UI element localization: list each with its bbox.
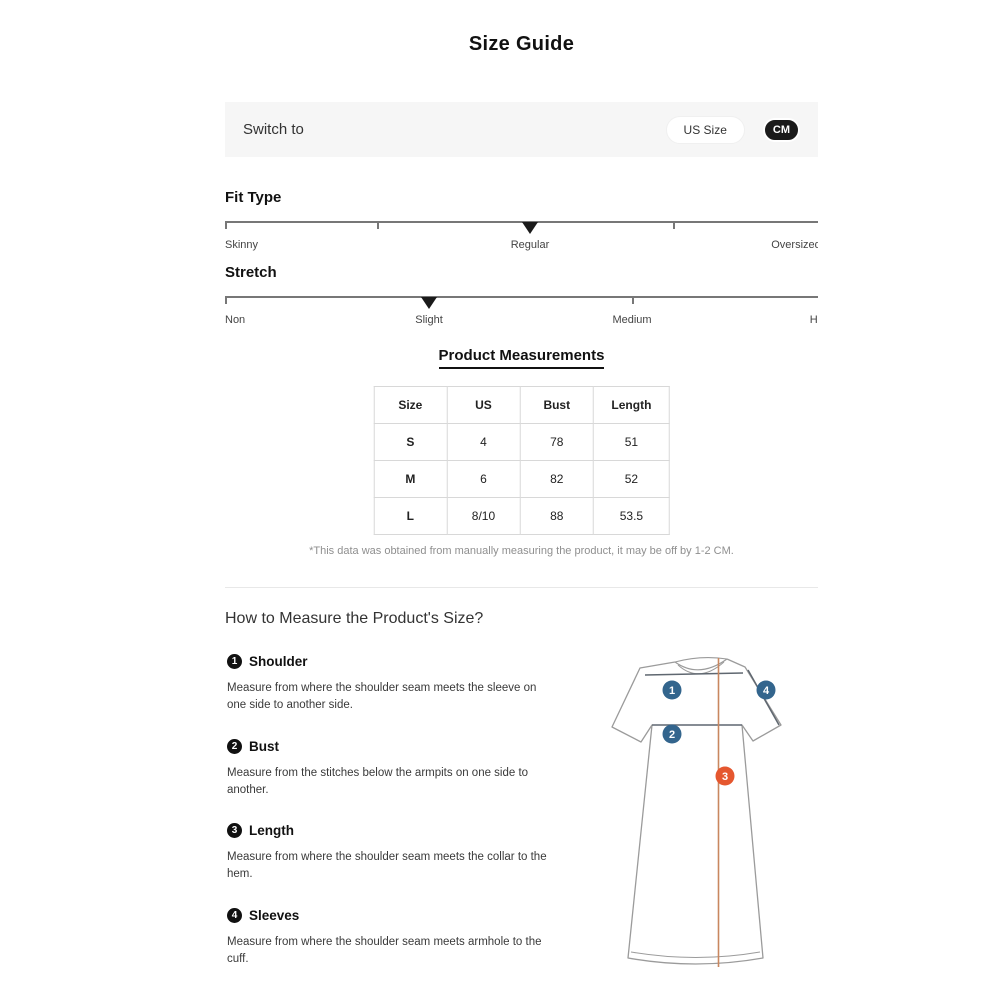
product-measurements-heading-wrap: Product Measurements <box>225 347 818 369</box>
howto-item-length: 3 Length Measure from where the shoulder… <box>227 823 557 884</box>
howto-item-head: 4 Sleeves <box>227 908 557 923</box>
howto-item-head: 1 Shoulder <box>227 654 557 669</box>
cell-size: S <box>373 423 448 461</box>
marker-2-bust-icon: 2 <box>662 724 682 744</box>
switch-to-label: Switch to <box>243 121 304 138</box>
howto-item-sleeves: 4 Sleeves Measure from where the shoulde… <box>227 908 557 969</box>
cell-us: 4 <box>446 423 521 461</box>
table-header-row: Size US Bust Length <box>373 386 670 424</box>
fit-type-tick <box>225 221 227 229</box>
product-measurements-heading: Product Measurements <box>438 347 605 369</box>
fit-type-scale-line <box>225 221 818 223</box>
number-1-badge-icon: 1 <box>227 654 242 669</box>
howto-item-desc: Measure from the stitches below the armp… <box>227 767 529 797</box>
stretch-slider: Non Slight Medium High <box>225 296 818 336</box>
col-header-bust: Bust <box>519 386 595 424</box>
cell-us: 6 <box>446 460 521 498</box>
dress-outline <box>611 658 782 965</box>
stretch-label: Stretch <box>225 264 277 281</box>
cell-bust: 82 <box>519 460 595 498</box>
cell-length: 51 <box>593 423 670 461</box>
table-row: M 6 82 52 <box>373 460 670 498</box>
howto-item-name: Bust <box>249 739 279 754</box>
stretch-tick <box>632 296 634 304</box>
fit-type-tick <box>673 221 675 229</box>
how-to-measure-heading: How to Measure the Product's Size? <box>225 610 484 627</box>
cell-size: M <box>373 460 448 498</box>
cell-length: 53.5 <box>593 497 670 535</box>
cell-bust: 78 <box>519 423 595 461</box>
svg-text:1: 1 <box>669 685 675 697</box>
howto-item-bust: 2 Bust Measure from the stitches below t… <box>227 739 557 800</box>
table-row: S 4 78 51 <box>373 423 670 461</box>
switch-buttons: US Size CM <box>665 115 800 144</box>
cell-length: 52 <box>593 460 670 498</box>
fit-type-slider: Skinny Regular Oversized <box>225 221 818 261</box>
stretch-option-slight: Slight <box>415 314 443 326</box>
unit-switch-bar: Switch to US Size CM <box>225 102 818 157</box>
marker-1-shoulder-icon: 1 <box>662 680 682 700</box>
stretch-option-high: High <box>809 314 818 326</box>
number-2-badge-icon: 2 <box>227 739 242 754</box>
section-divider <box>225 587 818 588</box>
col-header-us: US <box>446 386 521 424</box>
svg-text:2: 2 <box>669 729 675 741</box>
marker-4-sleeves-icon: 4 <box>756 680 776 700</box>
howto-item-desc: Measure from where the shoulder seam mee… <box>227 936 542 966</box>
stretch-selected-marker-icon <box>421 297 437 309</box>
page-title: Size Guide <box>468 33 575 55</box>
measurement-footnote: *This data was obtained from manually me… <box>309 545 734 557</box>
shoulder-measure-line <box>644 672 744 676</box>
stretch-option-medium: Medium <box>612 314 652 326</box>
us-size-button[interactable]: US Size <box>665 115 745 144</box>
fit-type-label: Fit Type <box>225 189 282 206</box>
stretch-tick <box>225 296 227 304</box>
fit-type-option-oversized: Oversized <box>771 239 818 251</box>
stretch-option-non: Non <box>225 314 246 326</box>
back-collar-line <box>674 656 728 663</box>
fit-type-tick <box>377 221 379 229</box>
howto-item-name: Sleeves <box>249 908 300 923</box>
neckline-outer <box>674 658 728 671</box>
hem-stitch-line <box>630 951 761 958</box>
stretch-scale-line <box>225 296 818 298</box>
howto-item-desc: Measure from where the shoulder seam mee… <box>227 682 537 712</box>
cm-unit-button[interactable]: CM <box>762 117 800 142</box>
howto-item-head: 3 Length <box>227 823 557 838</box>
marker-3-length-icon: 3 <box>715 766 735 786</box>
size-guide-content: Size Guide Switch to US Size CM Fit Type… <box>225 0 818 1000</box>
svg-text:4: 4 <box>763 685 770 697</box>
table-row: L 8/10 88 53.5 <box>373 497 670 535</box>
svg-text:3: 3 <box>722 771 728 783</box>
number-4-badge-icon: 4 <box>227 908 242 923</box>
howto-item-shoulder: 1 Shoulder Measure from where the should… <box>227 654 557 715</box>
howto-item-name: Shoulder <box>249 654 308 669</box>
col-header-length: Length <box>593 386 670 424</box>
measurements-table: Size US Bust Length S 4 78 51 M 6 82 52 … <box>373 386 670 535</box>
fit-type-option-regular: Regular <box>510 239 550 251</box>
fit-type-selected-marker-icon <box>522 222 538 234</box>
dress-measurement-diagram: 1 2 3 4 <box>611 656 782 967</box>
cell-bust: 88 <box>519 497 595 535</box>
howto-item-head: 2 Bust <box>227 739 557 754</box>
howto-item-name: Length <box>249 823 294 838</box>
col-header-size: Size <box>373 386 448 424</box>
fit-type-option-skinny: Skinny <box>225 239 259 251</box>
howto-item-desc: Measure from where the shoulder seam mee… <box>227 851 547 881</box>
number-3-badge-icon: 3 <box>227 823 242 838</box>
cell-us: 8/10 <box>446 497 521 535</box>
cell-size: L <box>373 497 448 535</box>
